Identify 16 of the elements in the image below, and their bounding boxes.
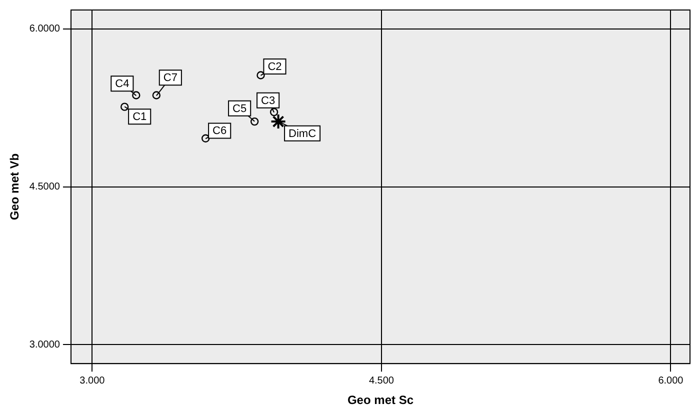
- annotation: C6: [212, 125, 227, 138]
- x-axis-title: Geo met Sc: [347, 393, 414, 408]
- annotation: C3: [261, 94, 276, 107]
- annotation: C4: [115, 78, 130, 90]
- annotation: C1: [132, 111, 147, 124]
- x-tick-label: 6.000: [658, 375, 684, 386]
- x-tick-label: 3.000: [80, 375, 106, 386]
- y-tick-label: 3.0000: [29, 339, 60, 350]
- y-tick-label: 6.0000: [29, 24, 60, 35]
- y-tick-label: 4.5000: [29, 182, 60, 193]
- annotation: C2: [268, 60, 282, 73]
- annotation: DimC: [288, 128, 316, 140]
- x-tick-label: 4.500: [368, 375, 394, 386]
- annotation: C7: [163, 72, 178, 84]
- y-axis-title: Geo met Vb: [8, 153, 22, 220]
- annotation: C5: [232, 102, 247, 115]
